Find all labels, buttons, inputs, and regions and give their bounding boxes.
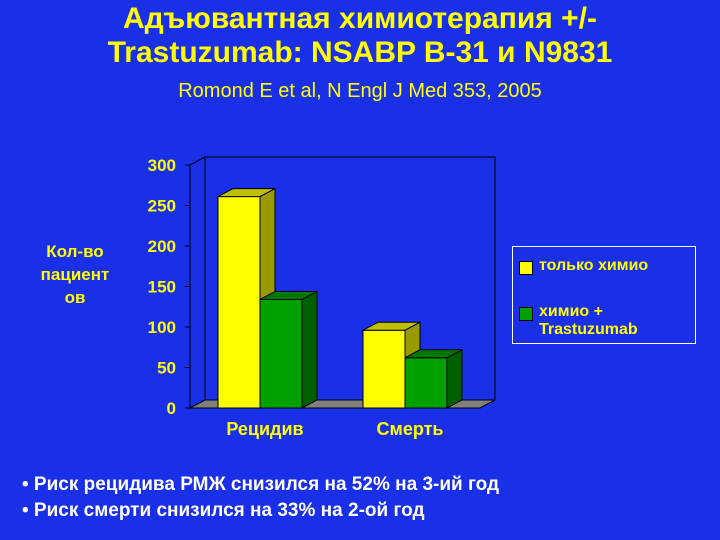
bar-side xyxy=(301,290,318,409)
x-tick-label: Рецидив xyxy=(226,419,303,439)
y-tick-label: 300 xyxy=(148,156,176,175)
side-wall xyxy=(189,156,206,409)
y-axis-label: Кол-во пациент ов xyxy=(20,240,130,309)
slide-title-line-2: Trastuzumab: NSABP B-31 и N9831 xyxy=(107,36,613,69)
bar-top xyxy=(404,349,463,359)
bar-side xyxy=(446,348,463,409)
y-axis-label-line-2: пациент xyxy=(40,265,110,284)
legend-item-chemo-only: только химио xyxy=(519,257,648,275)
bullet-recurrence-risk: • Риск рецидива РМЖ снизился на 52% на 3… xyxy=(22,474,500,495)
legend-label-chemo-only: только химио xyxy=(539,257,649,274)
y-axis-label-line-1: Кол-во xyxy=(46,242,104,261)
y-tick-label: 150 xyxy=(148,278,176,297)
bar xyxy=(217,196,261,409)
y-axis-label-line-3: ов xyxy=(64,288,86,307)
bullet-list: • Риск рецидива РМЖ снизился на 52% на 3… xyxy=(22,472,712,524)
bar xyxy=(362,329,406,409)
bar-top xyxy=(217,188,276,198)
slide-title: Адъювантная химиотерапия +/- Trastuzumab… xyxy=(0,2,720,70)
y-tick-label: 200 xyxy=(148,237,176,256)
legend-swatch-chemo-trastuzumab xyxy=(519,307,533,321)
back-wall xyxy=(205,156,496,400)
x-tick-label: Смерть xyxy=(377,419,444,439)
y-tick-label: 250 xyxy=(148,197,176,216)
y-tick-label: 0 xyxy=(167,399,176,418)
bullet-death-risk: • Риск смерти снизился на 33% на 2-ой го… xyxy=(22,500,425,521)
bar-top xyxy=(259,290,318,300)
legend-item-chemo-trastuzumab: химио + Trastuzumab xyxy=(519,303,638,339)
bar xyxy=(259,298,303,409)
slide-subtitle: Romond E et al, N Engl J Med 353, 2005 xyxy=(178,80,542,102)
legend-label-chemo-trastuzumab-line-2: Trastuzumab xyxy=(539,321,638,338)
bar-top xyxy=(362,321,421,331)
slide-title-line-1: Адъювантная химиотерапия +/- xyxy=(123,2,597,35)
legend-label-chemo-trastuzumab-line-1: химио + xyxy=(539,303,603,320)
y-tick-label: 100 xyxy=(148,318,176,337)
legend-swatch-chemo-only xyxy=(519,261,533,275)
bar xyxy=(404,357,448,409)
chart-legend: только химио химио + Trastuzumab xyxy=(512,246,696,344)
y-tick-label: 50 xyxy=(157,359,176,378)
